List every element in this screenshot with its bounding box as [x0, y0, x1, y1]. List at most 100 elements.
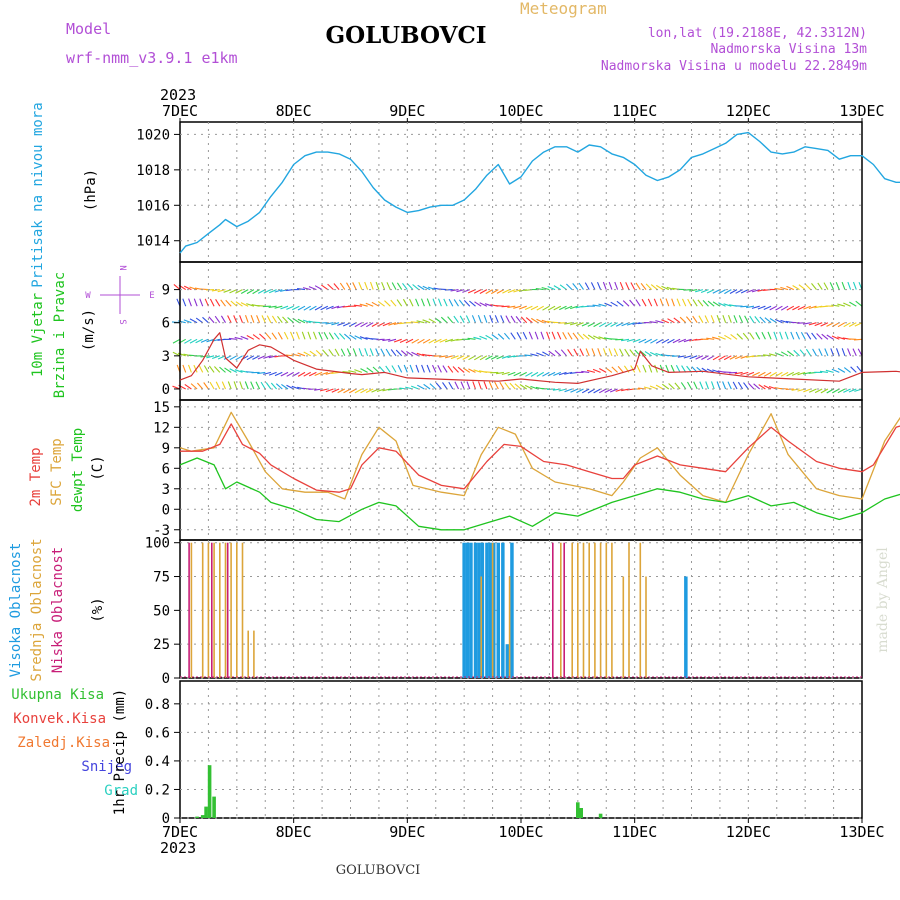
wind-barb	[780, 305, 789, 311]
wind-barb	[240, 302, 249, 307]
wind-barb	[661, 285, 670, 291]
wind-barb	[826, 322, 834, 327]
wind-barb	[793, 349, 800, 357]
wind-barb	[490, 355, 499, 360]
date-label-top: 11DEC	[612, 102, 657, 120]
wind-barb	[286, 371, 294, 377]
wind-barb	[405, 338, 414, 344]
wind-barb	[754, 316, 761, 324]
wind-barb	[287, 317, 295, 324]
cloud-mid-bar	[201, 542, 204, 678]
wind-barb	[217, 355, 226, 360]
wind-barb	[802, 322, 811, 325]
wind-barb	[502, 289, 510, 294]
wind-barb	[411, 351, 419, 357]
wind-barb	[468, 355, 476, 361]
wind-barb	[240, 289, 249, 294]
wind-barb	[282, 316, 289, 324]
wind-barb	[225, 299, 232, 307]
wind-barb	[346, 282, 351, 290]
wind-barb	[642, 364, 647, 373]
wind-barb	[744, 315, 749, 323]
wind-barb	[193, 364, 198, 373]
wind-barb	[650, 338, 658, 344]
wind-barb	[804, 283, 812, 290]
cloud-low-bar	[563, 542, 565, 678]
wind-barb	[530, 353, 539, 357]
wind-barb	[501, 355, 510, 359]
wind-barb	[416, 320, 425, 324]
wind-barb	[671, 298, 675, 307]
wind-barb	[525, 371, 533, 377]
wind-barb	[648, 364, 653, 373]
wind-barb	[348, 388, 357, 394]
cloud-high-bar	[485, 542, 489, 678]
wind-barb	[797, 305, 806, 311]
wind-barb	[548, 350, 556, 357]
wind-barb	[641, 298, 647, 307]
wind-barb	[536, 352, 544, 357]
wind-barb	[297, 352, 306, 357]
compass-e: E	[149, 291, 154, 301]
wind-barb	[429, 383, 437, 390]
wind-barb	[724, 289, 732, 295]
precip-bar	[204, 806, 208, 818]
wind-barb	[743, 382, 749, 390]
wind-barb	[246, 289, 255, 295]
cloud-mid-bar	[605, 542, 608, 678]
wind-barb	[524, 384, 533, 390]
wind-barb	[613, 348, 619, 357]
wind-barb	[558, 371, 567, 376]
pressure-series	[179, 131, 900, 254]
cloud-low-bar	[552, 542, 554, 678]
wind-barb	[187, 364, 192, 373]
date-label-top: 9DEC	[389, 102, 425, 120]
wind-barb	[477, 381, 482, 390]
wind-barb	[564, 371, 573, 375]
wind-barb	[797, 371, 806, 376]
wind-barb	[183, 285, 192, 291]
wind-barb	[615, 322, 624, 327]
wind-barb	[224, 367, 232, 373]
wind-barb	[507, 305, 516, 309]
wind-barb	[325, 371, 334, 375]
wind-barb	[323, 331, 329, 340]
wind-barb	[263, 289, 272, 294]
wind-barb	[233, 381, 238, 390]
wind-barb	[808, 305, 817, 310]
wind-barb	[501, 371, 510, 376]
wind-barb	[831, 304, 840, 307]
wind-barb	[837, 367, 846, 373]
wind-barb	[371, 322, 380, 327]
wind-barb	[724, 334, 732, 340]
wind-barb	[228, 337, 237, 340]
wind-barb	[831, 368, 840, 373]
wind-barb	[519, 384, 528, 390]
wind-barb	[431, 364, 437, 373]
wind-barb	[177, 320, 186, 324]
wind-barb	[683, 355, 692, 359]
wind-barb	[173, 283, 181, 291]
wind-barb	[274, 305, 283, 309]
pressure-grid	[180, 122, 862, 262]
wind-barb	[577, 333, 584, 340]
cloud-mid-bar	[639, 542, 642, 678]
compass-s: S	[117, 319, 127, 324]
wind-barb	[473, 369, 482, 373]
wind-barb	[591, 348, 596, 357]
wind-barb	[342, 322, 351, 327]
wind-barb	[769, 371, 777, 377]
wind-barb	[718, 289, 726, 294]
wind-barb	[473, 289, 482, 294]
model-name: wrf-nmm_v3.9.1 e1km	[66, 49, 238, 67]
wind-barb	[814, 322, 823, 327]
wind-barb	[795, 331, 801, 340]
wind-barb	[525, 317, 533, 324]
wind-barb	[291, 353, 300, 357]
wind-barb	[325, 322, 334, 325]
wind-barb	[573, 348, 579, 357]
wind-barb	[718, 355, 726, 361]
wind-barb	[816, 333, 823, 340]
altitude: Nadmorska Visina 13m	[710, 42, 867, 57]
wind-barb	[718, 302, 726, 307]
